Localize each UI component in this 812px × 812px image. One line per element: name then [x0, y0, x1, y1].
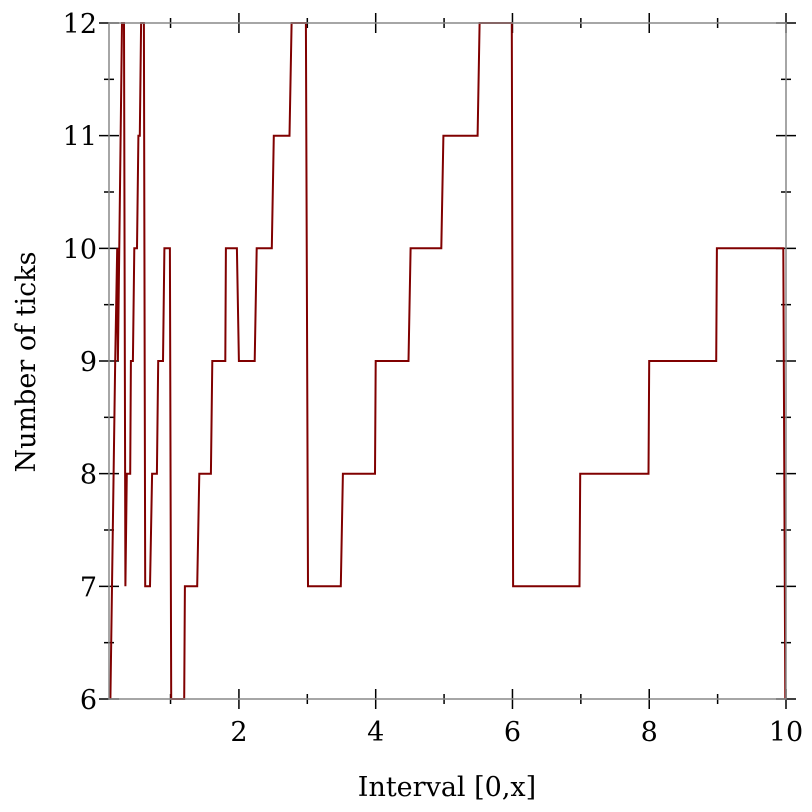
plot-frame	[108, 22, 787, 700]
y-axis-label: Number of ticks	[11, 251, 42, 472]
y-tick-label: 7	[80, 572, 97, 603]
x-tick-label: 10	[769, 717, 803, 748]
y-tick-label: 12	[63, 9, 97, 40]
y-tick-label: 11	[63, 122, 97, 153]
y-tick-label: 10	[63, 234, 97, 265]
y-tick-label: 9	[80, 347, 97, 378]
x-tick-label: 2	[230, 717, 247, 748]
series-line	[109, 22, 787, 700]
x-tick-label: 4	[367, 717, 384, 748]
x-axis-label: Interval [0,x]	[358, 772, 536, 803]
x-tick-label: 8	[641, 717, 658, 748]
tick-labels: 2 4 6 8 10 6 7 8 9 10 11 12	[63, 9, 804, 748]
y-tick-label: 6	[80, 685, 97, 716]
x-tick-label: 6	[504, 717, 521, 748]
y-tick-label: 8	[80, 460, 97, 491]
